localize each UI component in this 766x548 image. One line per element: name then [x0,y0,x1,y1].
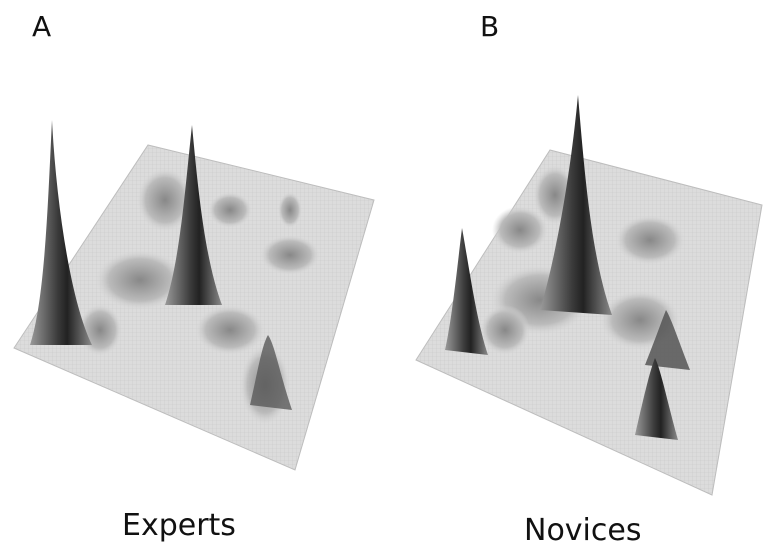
caption-experts: Experts [122,508,236,543]
panel-letter-a: A [32,10,52,43]
surface-b [415,95,763,496]
caption-novices: Novices [524,513,642,548]
panel-letter-b: B [480,10,500,43]
surface-a [13,120,375,471]
